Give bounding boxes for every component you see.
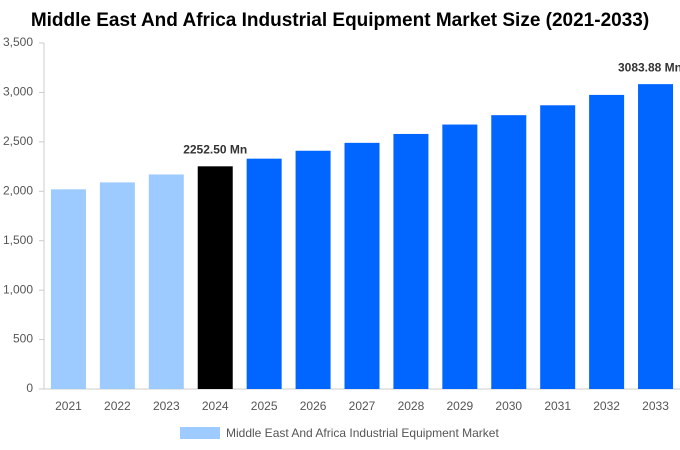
- bar: [99, 182, 135, 389]
- x-tick-label: 2027: [349, 399, 376, 413]
- bar: [295, 150, 331, 389]
- bar: [393, 133, 429, 389]
- x-tick-label: 2025: [251, 399, 278, 413]
- y-tick-label: 1,500: [3, 233, 33, 247]
- x-tick-label: 2026: [300, 399, 327, 413]
- legend-label: Middle East And Africa Industrial Equipm…: [226, 426, 499, 440]
- x-tick-label: 2031: [544, 399, 571, 413]
- y-tick-label: 0: [26, 381, 33, 395]
- y-tick-label: 2,000: [3, 183, 33, 197]
- y-tick-label: 1,000: [3, 282, 33, 296]
- x-tick-label: 2033: [642, 399, 669, 413]
- bar: [442, 124, 478, 390]
- bar: [50, 189, 86, 389]
- bar: [589, 94, 625, 390]
- bar: [344, 142, 380, 389]
- y-tick-label: 3,000: [3, 85, 33, 99]
- bar: [491, 115, 527, 389]
- x-tick-label: 2028: [398, 399, 425, 413]
- value-label: 2252.50 Mn: [183, 142, 247, 156]
- bar: [197, 166, 233, 389]
- x-tick-label: 2022: [104, 399, 131, 413]
- y-tick-label: 2,500: [3, 134, 33, 148]
- legend-swatch: [180, 427, 220, 439]
- y-tick-label: 500: [13, 332, 33, 346]
- bar: [638, 84, 674, 389]
- x-tick-label: 2024: [202, 399, 229, 413]
- x-tick-label: 2032: [593, 399, 620, 413]
- value-label: 3083.88 Mn: [618, 60, 680, 74]
- bar: [148, 174, 184, 389]
- x-tick-label: 2021: [55, 399, 82, 413]
- bar: [246, 158, 282, 389]
- x-tick-label: 2029: [446, 399, 473, 413]
- y-tick-label: 3,500: [3, 35, 33, 49]
- x-tick-label: 2030: [495, 399, 522, 413]
- chart-title: Middle East And Africa Industrial Equipm…: [31, 10, 649, 31]
- x-tick-label: 2023: [153, 399, 180, 413]
- bar: [540, 105, 576, 389]
